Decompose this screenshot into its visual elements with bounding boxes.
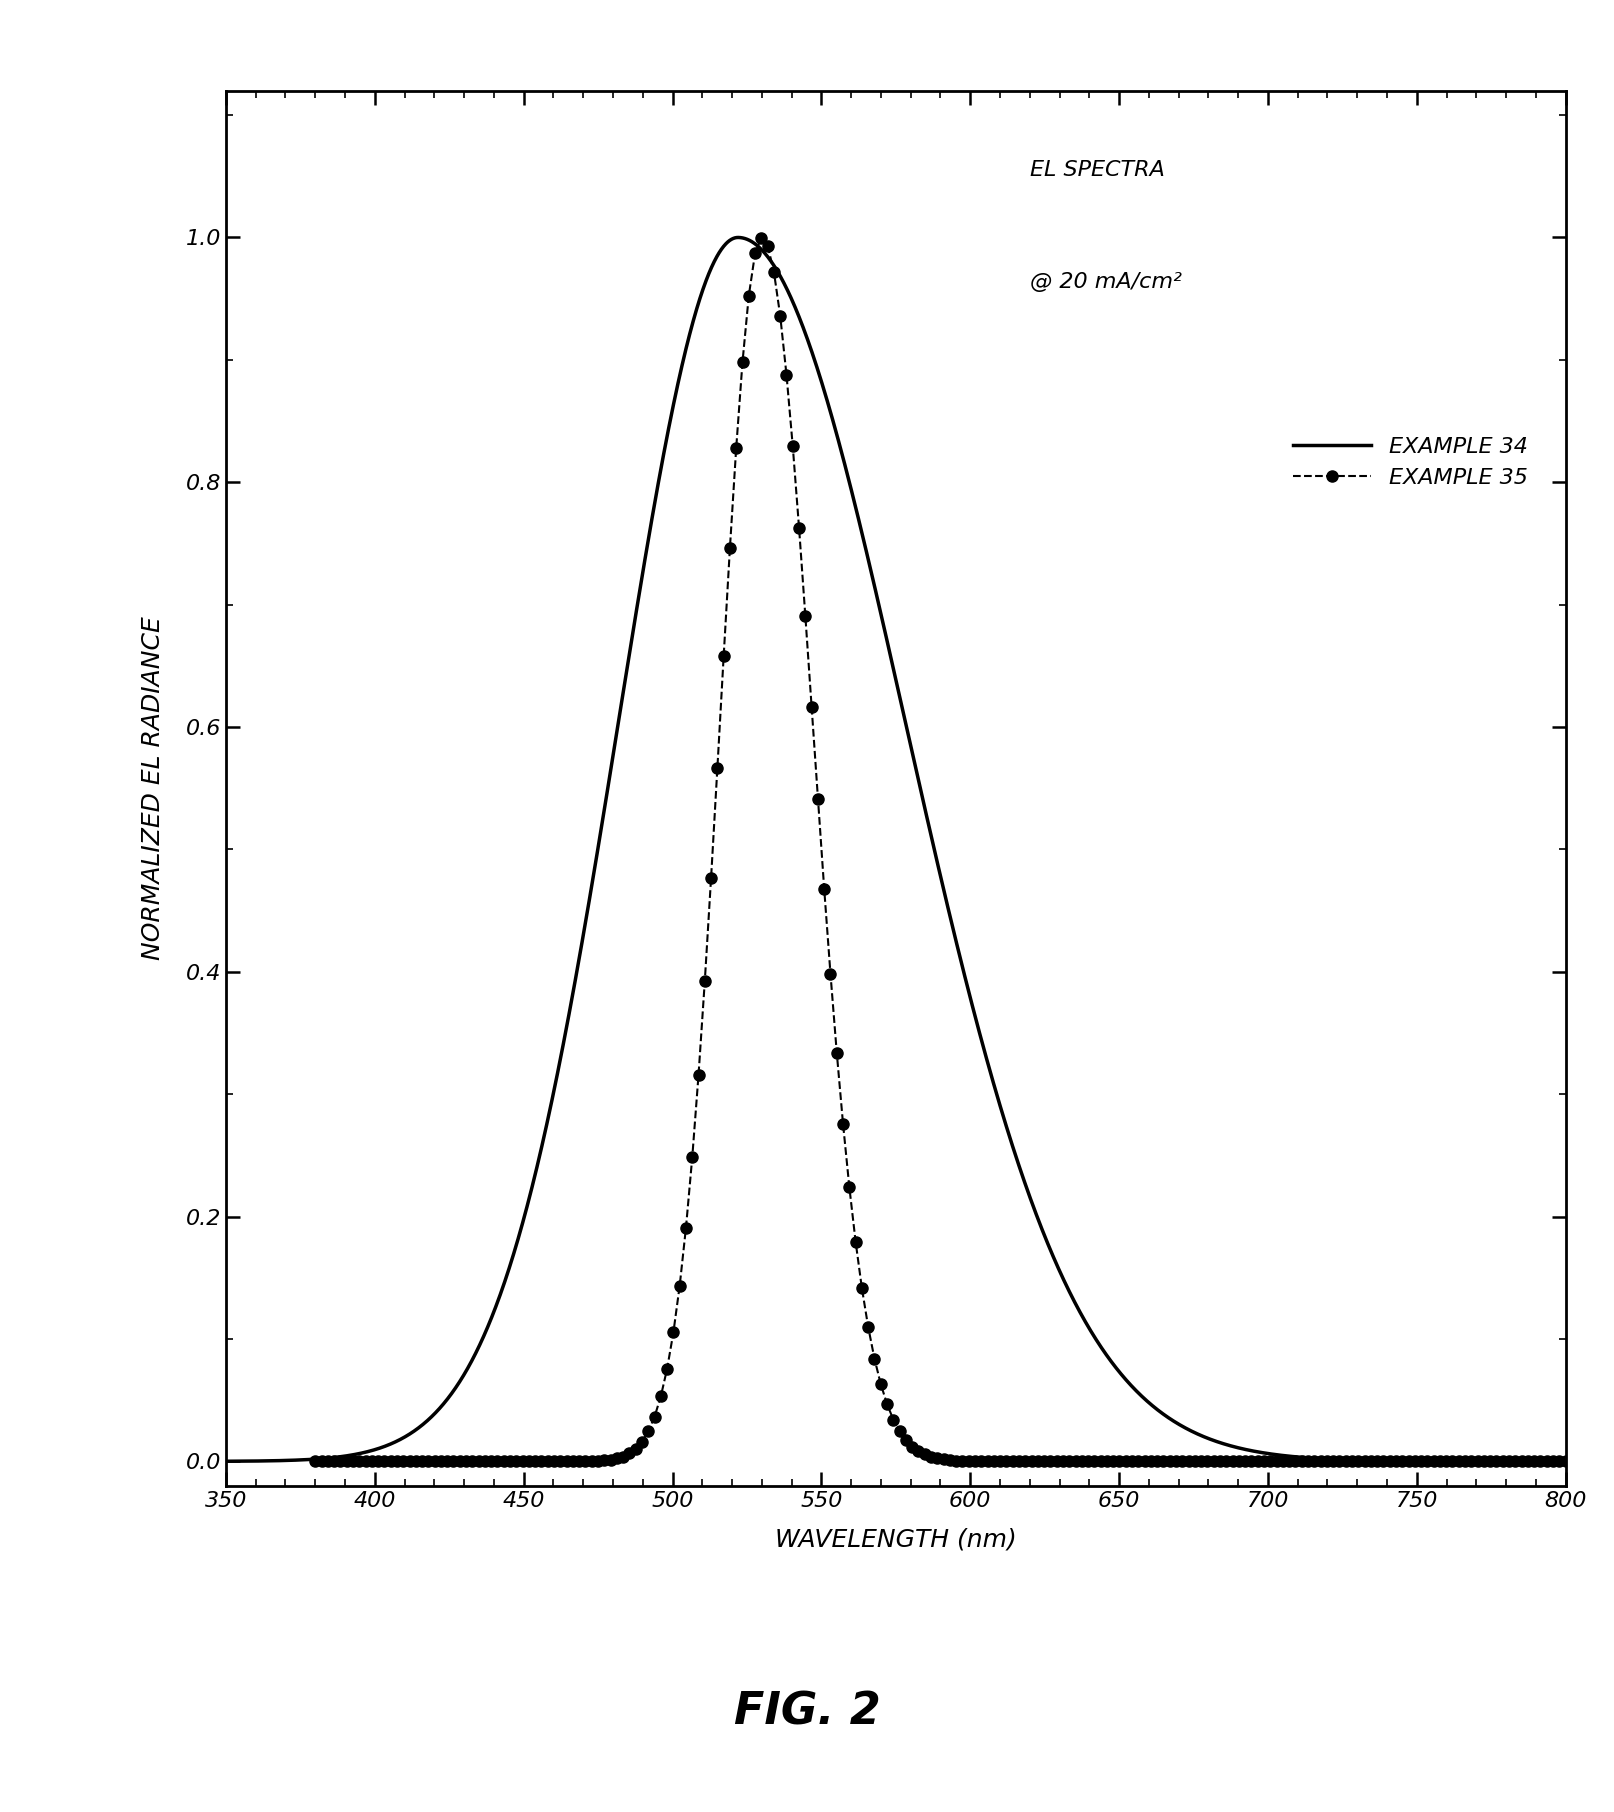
Y-axis label: NORMALIZED EL RADIANCE: NORMALIZED EL RADIANCE: [140, 616, 165, 960]
Legend: EXAMPLE 34, EXAMPLE 35: EXAMPLE 34, EXAMPLE 35: [1293, 437, 1528, 487]
Text: @ 20 mA/cm²: @ 20 mA/cm²: [1030, 272, 1181, 292]
X-axis label: WAVELENGTH (nm): WAVELENGTH (nm): [775, 1528, 1017, 1551]
Text: FIG. 2: FIG. 2: [734, 1691, 880, 1734]
Text: EL SPECTRA: EL SPECTRA: [1030, 161, 1165, 181]
